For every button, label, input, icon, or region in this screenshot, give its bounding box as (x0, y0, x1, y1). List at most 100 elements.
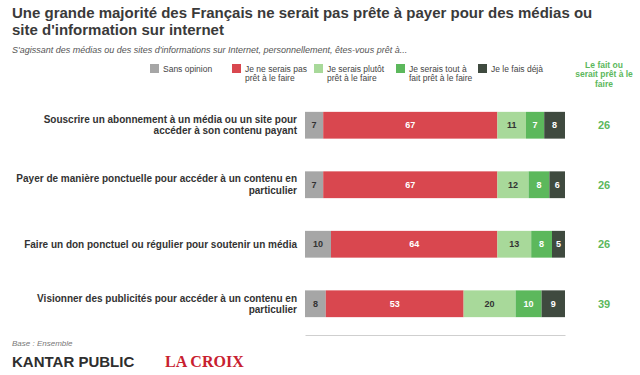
legend-swatch (478, 64, 487, 73)
data-label: 64 (409, 239, 419, 249)
data-label: 7 (533, 120, 538, 130)
data-label: 5 (556, 239, 561, 249)
data-label: 53 (390, 299, 400, 309)
data-label: 13 (509, 239, 519, 249)
legend-item: Sans opinion (150, 64, 212, 74)
series-bars (464, 112, 532, 317)
legend-label: Je ne serais pasprêt à le faire (245, 64, 307, 83)
text-line: Payer de manière ponctuelle pour accéder… (16, 173, 297, 184)
text-line: prêt à le faire (327, 73, 377, 83)
data-label: 9 (551, 299, 556, 309)
bar-segment (516, 290, 542, 317)
bar-segment (526, 112, 544, 139)
data-label: 10 (524, 299, 534, 309)
text-line: Visionner des publicités pour accéder à … (37, 293, 297, 304)
legend-item: Je ne serais pasprêt à le faire (232, 64, 307, 83)
bar-segment (323, 171, 497, 198)
text-line: site d'information sur internet (12, 21, 224, 38)
bar-segment (544, 112, 565, 139)
text-line: faire (595, 79, 613, 89)
bar-segment (305, 231, 331, 258)
bar-segment (549, 171, 565, 198)
text-line: particulier (249, 185, 297, 196)
legend-label: Je le fais déjà (491, 64, 543, 74)
y-tick-label: Visionner des publicités pour accéder à … (37, 293, 297, 316)
legend-item: Je le fais déjà (478, 64, 543, 74)
y-tick-label: Faire un don ponctuel ou régulier pour s… (24, 239, 297, 250)
bar-segment (497, 231, 531, 258)
total-value: 26 (598, 238, 610, 250)
data-label: 8 (536, 180, 541, 190)
bar-segment (552, 231, 565, 258)
y-axis: Souscrire un abonnement à un média ou un… (16, 114, 297, 315)
data-label: 8 (552, 120, 557, 130)
bar-segment (305, 171, 323, 198)
data-label: 8 (313, 299, 318, 309)
annotation-partner: LA CROIX (165, 353, 244, 370)
total-value: 26 (598, 119, 610, 131)
y-tick-label: Souscrire un abonnement à un média ou un… (44, 114, 298, 137)
text-line: Une grande majorité des Français ne sera… (12, 4, 592, 21)
text-line: Souscrire un abonnement à un média ou un… (44, 114, 297, 125)
totals-header: Le fait ouserait prêt à lefaire (575, 60, 633, 89)
bar-segment (529, 171, 550, 198)
total-value: 26 (598, 179, 610, 191)
legend-item: Je serais tout àfait prêt à le faire (396, 64, 473, 83)
data-label: 6 (555, 180, 560, 190)
legend-swatch (314, 64, 323, 73)
data-label: 7 (312, 180, 317, 190)
series-bars (542, 112, 565, 317)
total-value: 39 (598, 298, 610, 310)
text-line: particulier (249, 304, 297, 315)
legend-swatch (232, 64, 241, 73)
bar-segment (305, 290, 326, 317)
bar-segment (326, 290, 464, 317)
data-label: 12 (508, 180, 518, 190)
y-tick: Visionner des publicités pour accéder à … (37, 293, 297, 316)
y-tick-label: Payer de manière ponctuelle pour accéder… (16, 173, 297, 196)
data-label: 11 (507, 120, 517, 130)
bar-segment (542, 290, 565, 317)
data-label: 7 (312, 120, 317, 130)
legend-label: Je serais plutôtprêt à le faire (327, 64, 385, 83)
x-axis-line (306, 335, 566, 336)
text-line: Faire un don ponctuel ou régulier pour s… (24, 239, 297, 250)
bar-segment (531, 231, 552, 258)
data-label: 67 (405, 120, 415, 130)
series-bars (516, 112, 552, 317)
totals: 26 26 26 39 (598, 119, 610, 310)
series-bars (305, 112, 331, 317)
y-tick: Payer de manière ponctuelle pour accéder… (16, 173, 297, 196)
series-bars (323, 112, 497, 317)
annotation-source: KANTAR PUBLIC (12, 353, 134, 370)
bar-segment (464, 290, 516, 317)
bar-segment (497, 112, 526, 139)
bar-segment (331, 231, 497, 258)
bar-segment (497, 171, 528, 198)
title: Une grande majorité des Français ne sera… (12, 4, 592, 38)
legend-item: Je serais plutôtprêt à le faire (314, 64, 385, 83)
legend-label: Je serais tout àfait prêt à le faire (409, 64, 473, 83)
subtitle: S'agissant des médias ou des sites d'inf… (12, 45, 407, 55)
y-tick: Souscrire un abonnement à un média ou un… (44, 114, 298, 137)
chart-container: Une grande majorité des Français ne sera… (0, 0, 640, 375)
legend-swatch (396, 64, 405, 73)
data-label: 67 (405, 180, 415, 190)
text-line: Sans opinion (163, 64, 212, 74)
bar-segment (305, 112, 323, 139)
legend-swatch (150, 64, 159, 73)
legend: Sans opinion Je ne serais pasprêt à le fa… (150, 64, 543, 83)
text-line: fait prêt à le faire (409, 73, 473, 83)
legend-label: Sans opinion (163, 64, 212, 74)
text-line: accéder à son contenu payant (154, 125, 298, 136)
annotation-base: Base : Ensemble (12, 339, 73, 348)
data-label: 20 (485, 299, 495, 309)
y-tick: Faire un don ponctuel ou régulier pour s… (24, 239, 297, 250)
chart-svg: Une grande majorité des Français ne sera… (0, 0, 640, 375)
text-line: prêt à le faire (245, 73, 295, 83)
data-label: 8 (539, 239, 544, 249)
bar-segment (323, 112, 497, 139)
data-label: 10 (313, 239, 323, 249)
data-labels: 7 7 10 8 67 67 64 53 11 12 13 20 7 8 8 10 8 6 5 9 (312, 120, 561, 309)
bars (305, 112, 565, 317)
